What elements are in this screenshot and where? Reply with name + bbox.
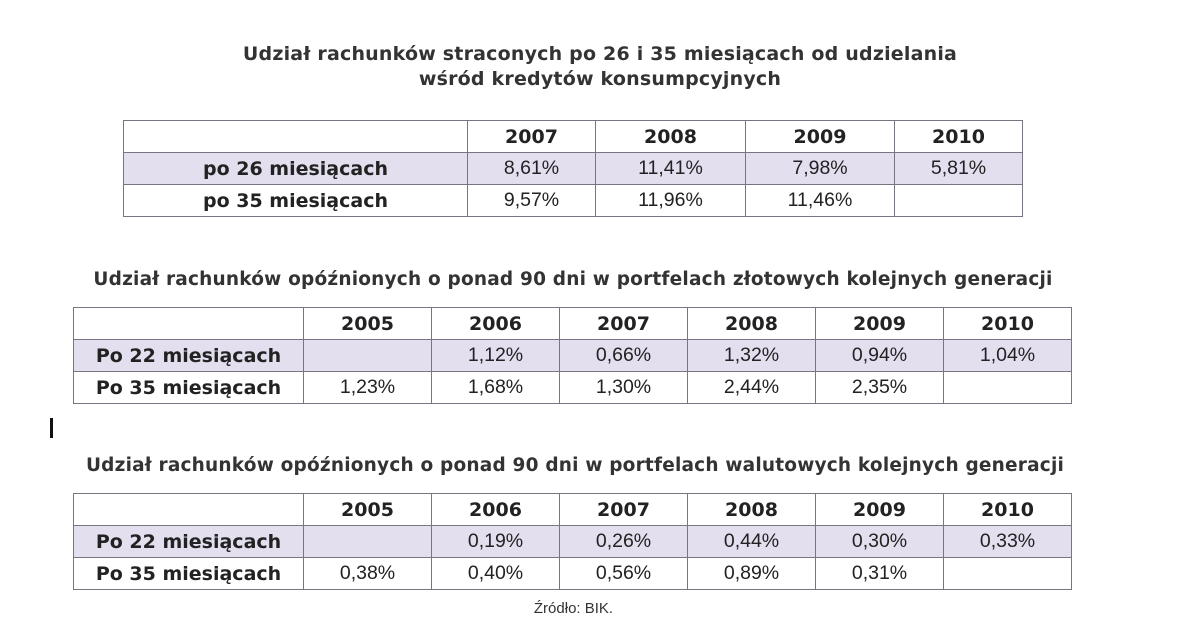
table-fx-portfolios: 2005 2006 2007 2008 2009 2010 Po 22 mies…: [73, 493, 1072, 590]
table2-title: Udział rachunków opóźnionych o ponad 90 …: [93, 269, 1053, 290]
value-cell: 11,46%: [745, 184, 895, 217]
value-cell: 2,35%: [815, 371, 944, 404]
value-cell: 0,40%: [431, 557, 560, 590]
value-cell: 1,68%: [431, 371, 560, 404]
value-cell: [303, 339, 432, 372]
table-row: po 26 miesiącach 8,61% 11,41% 7,98% 5,81…: [123, 152, 1023, 185]
row-label: Po 35 miesiącach: [73, 371, 304, 404]
value-cell: 0,30%: [815, 525, 944, 558]
value-cell: 1,23%: [303, 371, 432, 404]
value-cell: 8,61%: [467, 152, 596, 185]
value-cell: 0,94%: [815, 339, 944, 372]
value-cell: 1,12%: [431, 339, 560, 372]
table1-title-line2: wśród kredytów konsumpcyjnych: [418, 68, 782, 90]
value-cell: [943, 557, 1072, 590]
value-cell: 0,33%: [943, 525, 1072, 558]
value-cell: 7,98%: [745, 152, 895, 185]
value-cell: 11,41%: [595, 152, 746, 185]
header-cell: 2007: [559, 493, 688, 526]
header-cell: [73, 493, 304, 526]
table-row: Po 35 miesiącach 1,23% 1,68% 1,30% 2,44%…: [73, 371, 1072, 404]
value-cell: 0,31%: [815, 557, 944, 590]
header-cell: 2006: [431, 307, 560, 340]
header-cell: 2005: [303, 307, 432, 340]
value-cell: [303, 525, 432, 558]
value-cell: [943, 371, 1072, 404]
table-pln-portfolios: 2005 2006 2007 2008 2009 2010 Po 22 mies…: [73, 307, 1072, 404]
header-cell: [73, 307, 304, 340]
value-cell: 0,38%: [303, 557, 432, 590]
text-cursor: [50, 418, 53, 438]
value-cell: 0,56%: [559, 557, 688, 590]
table-lost-accounts: 2007 2008 2009 2010 po 26 miesiącach 8,6…: [123, 120, 1023, 217]
row-label: po 35 miesiącach: [123, 184, 468, 217]
value-cell: 11,96%: [595, 184, 746, 217]
value-cell: [894, 184, 1023, 217]
row-label: Po 22 miesiącach: [73, 339, 304, 372]
row-label: Po 35 miesiącach: [73, 557, 304, 590]
value-cell: 1,04%: [943, 339, 1072, 372]
header-cell: 2010: [943, 307, 1072, 340]
header-cell: 2008: [595, 120, 746, 153]
table-row: po 35 miesiącach 9,57% 11,96% 11,46%: [123, 184, 1023, 217]
row-label: Po 22 miesiącach: [73, 525, 304, 558]
table3-title: Udział rachunków opóźnionych o ponad 90 …: [85, 455, 1065, 476]
value-cell: 0,44%: [687, 525, 816, 558]
source-note: Źródło: BIK.: [533, 600, 614, 617]
value-cell: 1,30%: [559, 371, 688, 404]
table-header-row: 2005 2006 2007 2008 2009 2010: [73, 307, 1072, 340]
header-cell: 2010: [943, 493, 1072, 526]
table-header-row: 2007 2008 2009 2010: [123, 120, 1023, 153]
header-cell: 2007: [467, 120, 596, 153]
header-cell: 2008: [687, 307, 816, 340]
value-cell: 0,26%: [559, 525, 688, 558]
value-cell: 5,81%: [894, 152, 1023, 185]
value-cell: 2,44%: [687, 371, 816, 404]
table-row: Po 22 miesiącach 0,19% 0,26% 0,44% 0,30%…: [73, 525, 1072, 558]
header-cell: 2009: [815, 493, 944, 526]
header-cell: 2009: [815, 307, 944, 340]
table-row: Po 35 miesiącach 0,38% 0,40% 0,56% 0,89%…: [73, 557, 1072, 590]
value-cell: 0,66%: [559, 339, 688, 372]
header-cell: 2007: [559, 307, 688, 340]
table-header-row: 2005 2006 2007 2008 2009 2010: [73, 493, 1072, 526]
value-cell: 1,32%: [687, 339, 816, 372]
value-cell: 9,57%: [467, 184, 596, 217]
header-cell: 2006: [431, 493, 560, 526]
header-cell: [123, 120, 468, 153]
value-cell: 0,19%: [431, 525, 560, 558]
row-label: po 26 miesiącach: [123, 152, 468, 185]
header-cell: 2008: [687, 493, 816, 526]
header-cell: 2010: [894, 120, 1023, 153]
header-cell: 2009: [745, 120, 895, 153]
table-row: Po 22 miesiącach 1,12% 0,66% 1,32% 0,94%…: [73, 339, 1072, 372]
table1-title-line1: Udział rachunków straconych po 26 i 35 m…: [242, 43, 958, 65]
header-cell: 2005: [303, 493, 432, 526]
value-cell: 0,89%: [687, 557, 816, 590]
